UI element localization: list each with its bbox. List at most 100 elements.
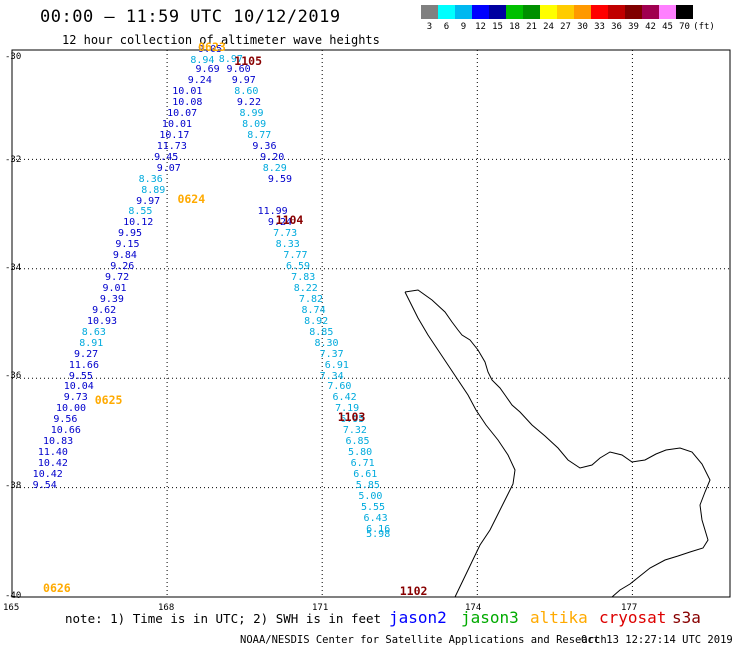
pass-time-label: 0626 xyxy=(43,580,71,595)
legend-label: 24 xyxy=(543,22,554,32)
lon-label: 168 xyxy=(158,603,175,613)
swh-point: 7.60 xyxy=(327,381,352,393)
legend-label: 27 xyxy=(560,22,571,32)
new-zealand-coastline xyxy=(404,289,711,598)
swh-point: 9.95 xyxy=(117,228,143,240)
satellite-cryosat: cryosat xyxy=(599,608,667,627)
swh-point: 8.55 xyxy=(128,206,153,218)
swh-point: 10.42 xyxy=(37,458,68,470)
legend-swatch xyxy=(574,5,591,19)
pass-time-label: 0625 xyxy=(94,393,123,408)
legend-swatch xyxy=(523,5,540,19)
swh-point: 9.97 xyxy=(136,195,161,207)
swh-point: 6.61 xyxy=(353,469,378,481)
swh-point: 11.99 xyxy=(257,206,288,218)
footer-timestamp: Oct 13 12:27:14 UTC 2019 xyxy=(581,634,733,646)
swh-point: 8.33 xyxy=(275,239,300,251)
swh-point: 9.69 xyxy=(195,64,220,76)
swh-point: 8.85 xyxy=(309,326,334,338)
legend-swatch xyxy=(421,5,438,19)
swh-point: 10.01 xyxy=(161,118,193,130)
swh-point: 5.00 xyxy=(358,490,383,502)
legend-label: 70 xyxy=(679,22,690,32)
swh-point: 11.66 xyxy=(68,359,99,371)
map-title: 00:00 – 11:59 UTC 10/12/2019 xyxy=(40,7,341,27)
swh-point: 5.85 xyxy=(355,479,380,491)
swh-point: 7.82 xyxy=(298,293,324,305)
swh-point: 9.05 xyxy=(198,44,223,55)
swh-point: 8.36 xyxy=(138,173,163,185)
swh-point: 10.83 xyxy=(43,436,74,448)
swh-point: 10.93 xyxy=(86,315,118,327)
legend-label: 33 xyxy=(594,22,605,32)
legend-label: 9 xyxy=(460,22,467,32)
legend-label: 12 xyxy=(475,22,486,32)
swh-point: 9.56 xyxy=(53,414,78,426)
footer-credit: NOAA/NESDIS Center for Satellite Applica… xyxy=(240,634,607,646)
swh-point: 7.73 xyxy=(273,228,298,240)
legend-label: 45 xyxy=(662,22,673,32)
legend-label: 39 xyxy=(628,22,639,32)
swh-point: 10.42 xyxy=(32,469,63,481)
legend-label: 18 xyxy=(509,22,520,32)
swh-point: 6.59 xyxy=(286,261,311,273)
satellite-jason2: jason2 xyxy=(389,608,447,627)
swh-point: 6.43 xyxy=(363,512,388,524)
lon-label: 171 xyxy=(312,603,329,613)
swh-point: 9.20 xyxy=(260,151,285,163)
pass-time-label: 1102 xyxy=(399,583,428,598)
swh-point: 7.34 xyxy=(319,370,344,382)
swh-point: 11.73 xyxy=(156,140,187,152)
swh-point: 9.55 xyxy=(68,370,93,382)
legend-label: 3 xyxy=(426,22,433,32)
swh-point: 6.91 xyxy=(324,359,349,371)
legend-unit: (ft) xyxy=(693,22,715,32)
swh-point: 10.04 xyxy=(63,381,94,393)
swh-point: 5.55 xyxy=(360,501,386,513)
legend-swatch xyxy=(608,5,625,19)
swh-point: 8.77 xyxy=(247,129,272,141)
swh-point: 6.42 xyxy=(332,392,357,404)
swh-point: 10.01 xyxy=(172,86,203,98)
swh-point: 9.59 xyxy=(267,173,292,185)
legend-label: 21 xyxy=(526,22,537,32)
footer-note: note: 1) Time is in UTC; 2) SWH is in fe… xyxy=(65,611,382,626)
pass-time-label: 0623 xyxy=(198,40,226,55)
swh-point: 9.27 xyxy=(74,348,99,360)
swh-point: 11.40 xyxy=(37,447,68,459)
lon-label: 165 xyxy=(3,603,20,613)
legend-label: 42 xyxy=(645,22,656,32)
satellite-jason3: jason3 xyxy=(461,608,519,627)
swh-point: 9.36 xyxy=(252,140,277,152)
swh-point: 10.12 xyxy=(123,217,154,229)
swh-point: 5.98 xyxy=(366,529,391,541)
swh-point: 9.45 xyxy=(154,151,179,163)
swh-point: 6.85 xyxy=(345,436,370,448)
swh-point: 7.83 xyxy=(291,272,316,284)
swh-point: 8.89 xyxy=(141,184,166,196)
lat-label: -34 xyxy=(5,263,22,273)
swh-point: 8.74 xyxy=(301,304,326,316)
swh-point: 6.16 xyxy=(366,523,391,535)
lon-label: 174 xyxy=(465,603,482,613)
pass-time-label: 1105 xyxy=(234,54,262,69)
legend-swatch xyxy=(489,5,506,19)
lat-label: -36 xyxy=(5,371,22,381)
swh-point: 8.99 xyxy=(239,107,264,119)
swh-point: 5.80 xyxy=(348,447,373,459)
swh-point: 8.22 xyxy=(293,283,318,295)
swh-point: 9.24 xyxy=(187,75,212,87)
swh-point: 10.08 xyxy=(172,97,203,109)
pass-time-label: 1104 xyxy=(275,212,304,227)
swh-point: 8.30 xyxy=(314,337,339,349)
swh-point: 8.09 xyxy=(242,118,267,130)
legend-swatch xyxy=(676,5,693,19)
color-legend: 3 6 9 12 15 18 21 24 27 30 33 36 39 42 45 70 (ft) xyxy=(421,5,715,32)
satellite-altika: altika xyxy=(530,608,588,627)
legend-label: 15 xyxy=(492,22,503,32)
swh-point: 6.71 xyxy=(350,458,375,470)
legend-label: 6 xyxy=(443,22,450,32)
pass-time-label: 1103 xyxy=(337,409,366,424)
legend-label: 36 xyxy=(611,22,622,32)
lon-label: 177 xyxy=(621,603,638,613)
